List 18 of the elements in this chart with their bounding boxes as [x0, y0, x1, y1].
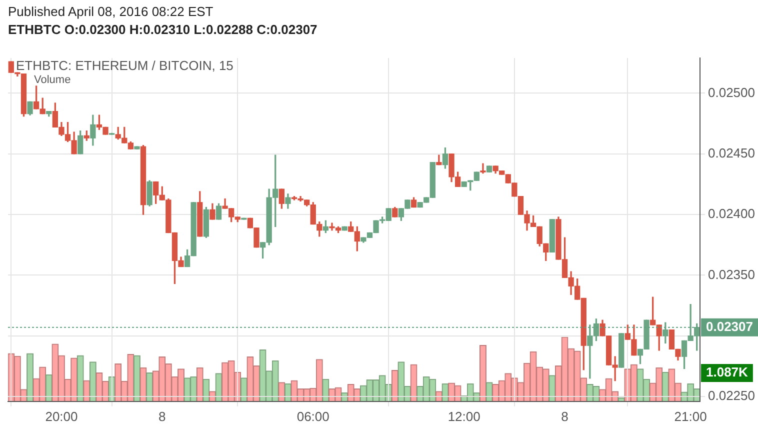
- x-tick-label: 06:00: [296, 408, 330, 424]
- text: 1.087K: [706, 364, 749, 380]
- chart-title: ETHBTC: ETHEREUM / BITCOIN, 15: [16, 58, 234, 74]
- candlestick: [480, 163, 486, 174]
- text: ETHBTC O:0.02300 H:0.02310 L:0.02288 C:0.02307: [8, 22, 318, 37]
- x-tick-label: 12:00: [448, 408, 480, 424]
- y-tick-label: 0.02350: [708, 266, 756, 282]
- ref-line-label: 0.02307: [706, 318, 754, 334]
- y-tick-label: 0.02450: [708, 145, 756, 160]
- chart-title: Volume: [34, 74, 71, 86]
- x-tick-label: 20:00: [45, 408, 78, 424]
- x-tick-label: 8: [158, 408, 166, 424]
- y-tick-label: 0.02250: [708, 388, 756, 404]
- y-tick-label: 0.02500: [708, 84, 756, 100]
- x-tick-label: 21:00: [674, 408, 707, 424]
- y-tick-label: 0.02400: [708, 206, 756, 222]
- x-tick-label: 8: [561, 408, 568, 424]
- text: Published April 08, 2016 08:22 EST: [8, 4, 214, 19]
